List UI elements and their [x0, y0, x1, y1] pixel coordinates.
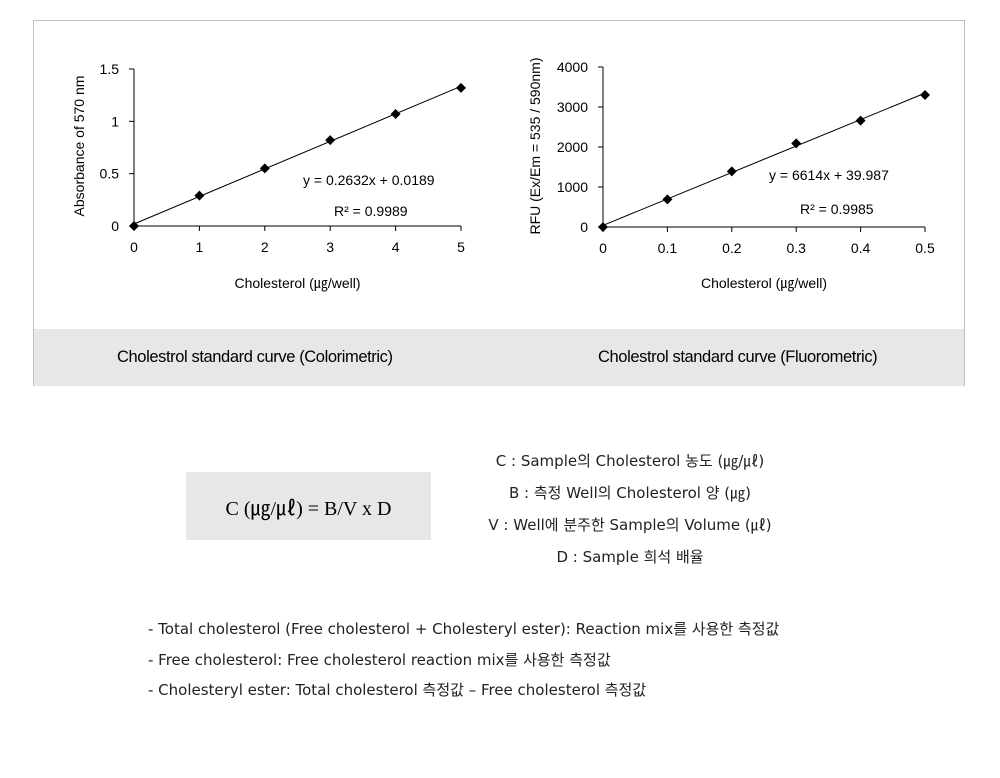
data-point: [791, 138, 802, 149]
data-point: [662, 194, 673, 205]
trendline-equation: y = 6614x + 39.987: [769, 167, 889, 183]
y-axis-label: Absorbance of 570 nm: [71, 76, 87, 217]
x-tick-label: 1: [196, 239, 204, 255]
legend-line-d: D : Sample 희석 배율: [556, 548, 704, 566]
data-point: [325, 135, 336, 146]
y-tick-label: 0: [111, 218, 119, 234]
y-tick-label: 1000: [557, 179, 588, 195]
x-tick-label: 0.1: [658, 240, 678, 256]
caption-bar: Cholestrol standard curve (Colorimetric)…: [34, 329, 964, 386]
data-point: [129, 221, 139, 231]
x-axis-label: Cholesterol (㎍/well): [234, 275, 360, 292]
data-point: [855, 115, 866, 126]
data-point: [390, 109, 401, 120]
trendline-equation: y = 0.2632x + 0.0189: [303, 172, 435, 188]
trendline: [133, 85, 462, 225]
data-point: [726, 166, 737, 177]
note-total: - Total cholesterol (Free cholesterol + …: [148, 620, 780, 638]
x-tick-label: 2: [261, 239, 269, 255]
x-tick-label: 0.5: [915, 240, 935, 256]
x-axis-label: Cholesterol (㎍/well): [701, 275, 827, 292]
y-tick-label: 0: [580, 219, 588, 235]
note-free: - Free cholesterol: Free cholesterol rea…: [148, 650, 611, 669]
x-tick-label: 0: [599, 240, 607, 256]
formula-legend: C : Sample의 Cholesterol 농도 (㎍/㎕) B : 측정 …: [440, 445, 820, 573]
y-tick-label: 1: [111, 113, 119, 129]
y-tick-label: 0.5: [100, 166, 120, 182]
x-tick-label: 0: [130, 239, 138, 255]
legend-line-c: C : Sample의 Cholesterol 농도 (㎍/㎕): [495, 452, 765, 470]
trendline: [602, 92, 926, 226]
x-tick-label: 3: [326, 239, 334, 255]
notes-list: - Total cholesterol (Free cholesterol + …: [148, 614, 779, 706]
note-ester: - Cholesteryl ester: Total cholesterol 측…: [148, 681, 647, 699]
chart-figure: 0 1 2 3 4 5 0 0.5 1 1.5 y = 0.2632x + 0.0189 R² = 0…: [33, 20, 965, 386]
formula-text: C (㎍/㎕) = B/V x D: [225, 497, 392, 520]
x-tick-label: 5: [457, 239, 465, 255]
data-point: [598, 222, 608, 232]
caption-colorimetric: Cholestrol standard curve (Colorimetric): [117, 348, 393, 366]
data-point: [456, 82, 466, 93]
data-point: [920, 90, 930, 100]
legend-line-b: B : 측정 Well의 Cholesterol 양 (㎍): [508, 484, 752, 502]
x-tick-label: 0.4: [851, 240, 871, 256]
chart-canvas: 0 1 2 3 4 5 0 0.5 1 1.5 y = 0.2632x + 0.0189 R² = 0…: [71, 57, 935, 292]
y-tick-label: 3000: [557, 99, 588, 115]
data-point: [259, 163, 270, 174]
caption-fluorometric: Cholestrol standard curve (Fluorometric): [598, 348, 878, 366]
y-tick-label: 1.5: [100, 61, 120, 77]
data-point: [194, 190, 205, 201]
x-tick-label: 4: [392, 239, 400, 255]
y-tick-label: 4000: [557, 59, 588, 75]
legend-line-v: V : Well에 분주한 Sample의 Volume (㎕): [488, 516, 772, 534]
r-squared-label: R² = 0.9989: [334, 203, 408, 219]
x-tick-label: 0.3: [786, 240, 806, 256]
formula-box: C (㎍/㎕) = B/V x D: [186, 472, 431, 540]
y-tick-label: 2000: [557, 139, 588, 155]
x-tick-label: 0.2: [722, 240, 742, 256]
y-axis-label: RFU (Ex/Em = 535 / 590nm): [527, 57, 543, 234]
r-squared-label: R² = 0.9985: [800, 201, 874, 217]
